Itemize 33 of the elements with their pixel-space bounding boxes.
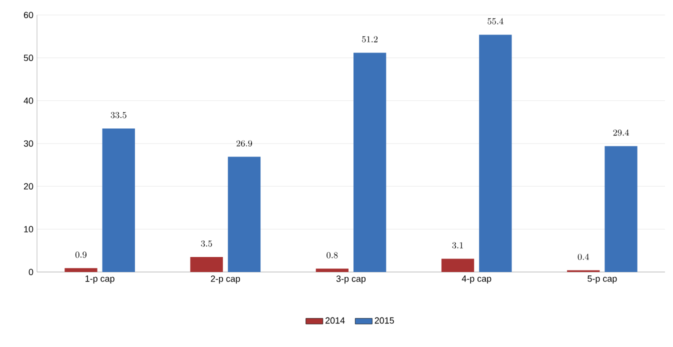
bar xyxy=(190,257,223,272)
bar xyxy=(441,258,474,272)
x-tick-label: 1-p cap xyxy=(86,276,114,284)
data-label: 3.5 xyxy=(201,240,212,247)
data-label: 29.4 xyxy=(613,130,629,136)
bar xyxy=(604,146,638,272)
bar xyxy=(316,268,349,272)
bar xyxy=(64,268,98,272)
x-tick-label: 3-p cap xyxy=(336,276,366,284)
data-label: 0.9 xyxy=(75,252,86,258)
data-label: 55.4 xyxy=(488,18,504,24)
x-tick-label: 2-p cap xyxy=(210,276,240,284)
data-label: 0.4 xyxy=(578,254,590,260)
data-label: 3. 1 xyxy=(452,242,463,248)
legend-label: 2015 xyxy=(374,317,394,324)
y-tick-label: 0 xyxy=(28,268,34,276)
bar xyxy=(353,52,386,272)
y-tick-label: 60 xyxy=(24,12,34,18)
data-label: 51 .2 xyxy=(362,36,378,42)
y-tick-label: 50 xyxy=(24,54,34,62)
x-tick-label: 5-p cap xyxy=(588,276,617,284)
legend-label: 2014 xyxy=(326,317,345,324)
data-label: 0.8 xyxy=(326,252,338,258)
bar xyxy=(228,156,261,272)
data-label: 26.9 xyxy=(236,140,252,146)
y-tick-label: 20 xyxy=(24,183,34,190)
bar xyxy=(102,128,135,272)
y-tick-label: 30 xyxy=(24,140,34,147)
y-tick-label: 10 xyxy=(24,226,34,232)
y-tick-label: 40 xyxy=(24,97,34,104)
data-label: 33.5 xyxy=(110,112,126,118)
x-tick-label: 4-p cap xyxy=(462,276,492,284)
bar xyxy=(479,34,512,272)
